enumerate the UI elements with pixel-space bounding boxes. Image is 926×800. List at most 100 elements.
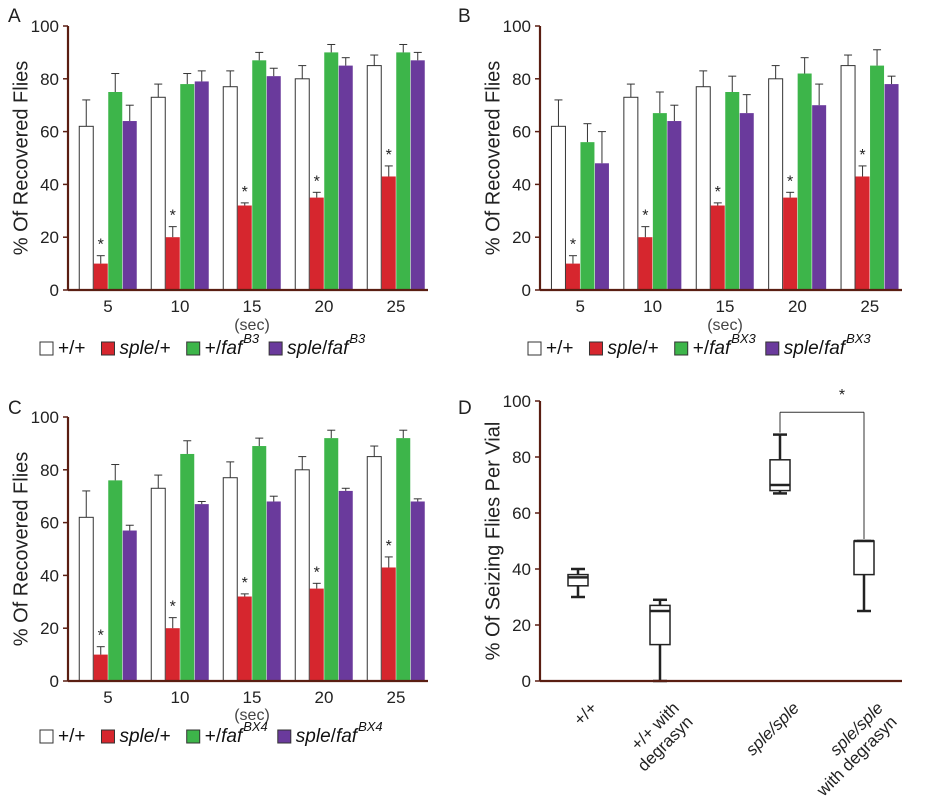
panel-d-x-label-0-line-0: +/+ (570, 698, 601, 729)
panel-c-bar-sple-25 (381, 567, 396, 681)
panel-a-y-tick-label-4: 80 (40, 70, 59, 89)
panel-b-bar-faf-10 (652, 113, 667, 291)
panel-b-significance-star-5: * (570, 237, 576, 254)
panel-d-y-tick-label-2: 40 (512, 560, 531, 579)
panel-c-bar-wt-20 (294, 469, 310, 682)
panel-a-x-tick-label-20: 20 (315, 297, 334, 316)
panel-d-x-label-0: +/+ (570, 698, 601, 729)
panel-b-y-tick-label-3: 60 (512, 123, 531, 142)
panel-c-significance-star-15: * (242, 575, 248, 592)
panel-a-y-tick-label-1: 20 (40, 228, 59, 247)
panel-b-bar-double-25 (884, 84, 899, 290)
panel-b-legend-swatch-double (765, 341, 780, 356)
panel-c-y-tick-label-5: 100 (31, 408, 59, 427)
panel-b-legend-sple-label: sple (607, 338, 642, 359)
panel-b-bar-double-15 (739, 113, 754, 291)
panel-c-significance-star-25: * (386, 538, 392, 555)
panel-c-bar-wt-5 (78, 516, 94, 682)
panel-c-bar-faf-5 (108, 480, 123, 681)
panel-c-bar-faf-10 (180, 453, 195, 681)
panel-a-y-axis-label: % Of Recovered Flies (10, 61, 32, 256)
panel-a-legend-faf-prefix: +/ (205, 338, 222, 359)
panel-a-y-tick-label-0: 0 (50, 281, 59, 300)
panel-b-bar-wt-15 (695, 86, 711, 291)
panel-d-boxplot: D % Of Seizing Flies Per Vial 0 20 40 60 80 100… (458, 387, 902, 800)
panel-c-x-tick-label-15: 15 (243, 688, 262, 707)
panel-b-legend-double-label: faf (824, 338, 847, 359)
panel-b-x-tick-label-15: 15 (716, 297, 735, 316)
panel-b-bar-faf-15 (725, 92, 740, 290)
panel-a-bar-wt-5 (78, 125, 94, 291)
panel-a-bar-sple-5 (93, 263, 108, 290)
panel-c-x-tick-label-25: 25 (387, 688, 406, 707)
panel-b-y-axis-label: % Of Recovered Flies (482, 61, 504, 256)
panel-c-bar-double-15 (266, 501, 281, 681)
panel-b-bar-sple-10 (638, 237, 653, 290)
panel-c-bar-wt-25 (366, 456, 382, 682)
panel-a-x-unit-label: (sec) (234, 317, 270, 334)
panel-b-bar-double-5 (594, 163, 609, 290)
panel-b-x-tick-label-20: 20 (788, 297, 807, 316)
panel-d-x-label-2-line-0: sple/sple (742, 698, 803, 759)
panel-b-y-tick-label-0: 0 (522, 281, 531, 300)
panel-a-x-tick-label-5: 5 (103, 297, 112, 316)
panel-a-label: A (8, 6, 21, 27)
panel-b-legend-double-mid: / (819, 338, 825, 359)
panel-c-legend-double-mid: / (331, 726, 337, 747)
panel-c-significance-star-20: * (314, 564, 320, 581)
panel-a-bar-wt-25 (366, 65, 382, 291)
panel-a-x-tick-label-25: 25 (387, 297, 406, 316)
panel-c-y-tick-label-0: 0 (50, 672, 59, 691)
panel-b-bar-wt-5 (550, 125, 566, 291)
panel-b-legend-swatch-faf (674, 341, 689, 356)
panel-a-x-tick-label-15: 15 (243, 297, 262, 316)
panel-c-legend-sple-label: sple (119, 726, 154, 747)
panel-c-legend-sup-faf: BX4 (243, 719, 268, 734)
panel-c-bar-faf-25 (396, 438, 411, 681)
panel-b-legend-faf-label: faf (709, 338, 732, 359)
panel-b-bar-sple-20 (783, 197, 798, 290)
panel-d-label: D (458, 398, 472, 419)
panel-c-y-tick-label-1: 20 (40, 619, 59, 638)
panel-c-significance-star-5: * (98, 628, 104, 645)
panel-b-legend-faf-prefix: +/ (693, 338, 710, 359)
panel-a-bar-wt-20 (294, 78, 310, 291)
panel-a-bar-faf-25 (396, 52, 411, 291)
panel-b-legend-sple-suffix: /+ (642, 338, 658, 359)
panel-b-legend-sup-double: BX3 (846, 331, 871, 346)
panel-d-y-tick-label-0: 0 (522, 672, 531, 691)
panel-c-legend-double-prefix: sple (296, 726, 331, 747)
panel-b-bar-wt-25 (840, 65, 856, 291)
panel-c-bar-sple-15 (237, 596, 252, 681)
panel-d-box-3 (853, 540, 875, 576)
panel-d-y-tick-label-3: 60 (512, 504, 531, 523)
panel-c-bar-double-5 (122, 530, 137, 681)
panel-c-bar-double-20 (338, 490, 353, 681)
panel-b-bar-sple-5 (565, 263, 580, 290)
panel-d-bracket-star: * (839, 387, 845, 404)
panel-a-significance-star-20: * (314, 173, 320, 190)
panel-a-x-tick-label-10: 10 (171, 297, 190, 316)
panel-b-legend-double-prefix: sple (784, 338, 819, 359)
panel-c-bar-sple-20 (309, 588, 324, 681)
panel-d-x-label-3: sple/splewith degrasyn (799, 698, 901, 800)
panel-b-x-tick-label-5: 5 (575, 297, 584, 316)
panel-b-y-tick-label-4: 80 (512, 70, 531, 89)
panel-c-legend-swatch-wt (39, 729, 54, 744)
panel-c-bar-wt-10 (150, 487, 166, 682)
panel-c-legend-swatch-sple (100, 729, 115, 744)
panel-a-significance-star-10: * (170, 208, 176, 225)
panel-a-legend-sup-double: B3 (349, 331, 366, 346)
panel-a-legend-sple-suffix: /+ (154, 338, 170, 359)
panel-c-x-tick-label-20: 20 (315, 688, 334, 707)
panel-d-y-tick-label-5: 100 (503, 392, 531, 411)
panel-a-bar-double-5 (122, 121, 137, 290)
panel-a-bar-double-25 (410, 60, 425, 290)
panel-c-legend-faf-label: faf (221, 726, 244, 747)
panel-b-chart: B % Of Recovered Flies 0 20 40 60 80 100 * 5 * 10 * 1… (458, 6, 902, 359)
panel-c-bar-faf-20 (324, 438, 339, 681)
panel-a-bar-faf-10 (180, 84, 195, 290)
panel-b-legend-swatch-wt (527, 341, 542, 356)
panel-c-legend-faf-prefix: +/ (205, 726, 222, 747)
